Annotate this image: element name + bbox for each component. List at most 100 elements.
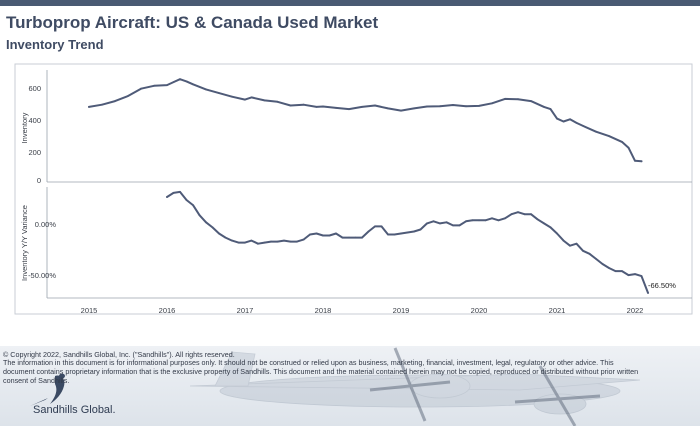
bottom-y-axis-label: Inventory Y/Y Variance	[20, 205, 29, 281]
inventory-point	[276, 100, 279, 103]
inventory-point	[335, 107, 337, 109]
yoy-variance-point	[471, 219, 474, 222]
inventory-point	[218, 92, 220, 94]
inventory-point	[452, 104, 454, 106]
inventory-point	[185, 80, 188, 83]
yoy-variance-point	[621, 270, 623, 272]
yoy-variance-point	[627, 274, 630, 276]
inventory-point	[549, 108, 552, 110]
inventory-point	[166, 84, 168, 86]
yoy-variance-point	[315, 232, 318, 235]
yoy-variance-point	[413, 230, 415, 233]
top-y-tick-label: 0	[37, 176, 41, 185]
aircraft-wing	[189, 373, 641, 391]
inventory-point	[289, 104, 292, 107]
inventory-point	[322, 105, 324, 108]
yoy-variance-point	[367, 230, 370, 233]
inventory-point	[114, 100, 116, 102]
inventory-point	[491, 102, 493, 105]
yoy-variance-point	[393, 233, 396, 236]
yoy-variance-point	[445, 221, 448, 224]
x-tick-label: 2021	[549, 306, 566, 315]
yoy-variance-point	[432, 220, 435, 223]
inventory-points	[88, 78, 643, 163]
top-y-axis-label: Inventory	[20, 112, 29, 143]
x-tick-label: 2019	[393, 306, 410, 315]
inventory-point	[413, 107, 415, 110]
inventory-chart: Inventory Inventory Y/Y Variance 0 200 4…	[14, 63, 693, 315]
yoy-variance-point	[166, 196, 168, 198]
yoy-variance-point	[647, 292, 649, 294]
yoy-variance-point	[354, 236, 357, 239]
yoy-variance-point	[530, 213, 532, 216]
inventory-point	[504, 98, 506, 100]
top-accent-bar	[0, 0, 700, 6]
yoy-variance-point	[588, 252, 591, 255]
inventory-point	[374, 104, 376, 107]
yoy-variance-point	[426, 222, 428, 225]
yoy-variance-point	[211, 226, 214, 229]
yoy-variance-point	[452, 224, 454, 227]
aircraft-illustration	[30, 347, 641, 426]
yoy-variance-point	[335, 232, 337, 235]
inventory-point	[88, 106, 90, 108]
yoy-variance-point	[549, 226, 552, 229]
yoy-variance-point	[276, 240, 279, 243]
yoy-variance-point	[614, 270, 617, 272]
yoy-variance-point	[595, 258, 597, 260]
yoy-variance-point	[198, 214, 201, 217]
inventory-point	[595, 130, 597, 133]
yoy-variance-point	[439, 222, 441, 225]
yoy-variance-point	[608, 267, 610, 269]
inventory-point	[608, 135, 610, 138]
yoy-variance-point	[380, 225, 383, 228]
yoy-variance-point	[348, 236, 350, 239]
yoy-variance-point	[601, 263, 604, 265]
inventory-point	[127, 95, 129, 97]
inventory-point	[179, 78, 181, 81]
yoy-variance-point	[296, 240, 298, 243]
inventory-point	[348, 108, 350, 110]
yoy-variance-point	[263, 241, 266, 244]
x-tick-labels: 2015 2016 2017 2018 2019 2020 2021 2022	[81, 306, 644, 315]
inventory-point	[634, 159, 636, 162]
yoy-variance-point	[478, 219, 480, 222]
propeller-blade	[538, 365, 577, 426]
yoy-variance-point	[361, 236, 363, 239]
inventory-point	[530, 100, 532, 102]
yoy-variance-point	[523, 213, 526, 216]
inventory-point	[153, 84, 155, 87]
x-tick-label: 2018	[315, 306, 332, 315]
inventory-point	[250, 96, 253, 99]
copyright-text: © Copyright 2022, Sandhills Global, Inc.…	[3, 350, 235, 359]
top-y-tick-label: 400	[28, 116, 41, 125]
inventory-point	[478, 105, 480, 107]
yoy-variance-point	[569, 244, 571, 247]
yoy-variance-point	[562, 239, 565, 242]
x-tick-label: 2016	[159, 306, 176, 315]
inventory-point	[562, 120, 565, 123]
yoy-variance-point	[491, 217, 493, 220]
yoy-variance-point	[231, 239, 233, 242]
propeller-blade	[514, 394, 601, 404]
yoy-variance-point	[179, 191, 181, 193]
propeller-blade	[369, 380, 451, 392]
inventory-point	[315, 106, 318, 108]
inventory-point	[569, 118, 571, 121]
inventory-point	[627, 146, 630, 149]
yoy-variance-point	[322, 234, 324, 237]
inventory-point	[439, 105, 441, 108]
yoy-variance-point	[400, 232, 402, 235]
chart-frame	[14, 63, 693, 315]
yoy-variance-point	[283, 239, 285, 242]
inventory-point	[302, 103, 305, 106]
yoy-variance-point	[634, 273, 636, 275]
inventory-point	[140, 87, 142, 90]
inventory-point	[640, 160, 643, 163]
inventory-point	[231, 95, 233, 98]
yoy-variance-point	[328, 234, 331, 237]
top-y-tick-label: 600	[28, 84, 41, 93]
yoy-variance-point	[510, 213, 513, 216]
yoy-variance-point	[406, 231, 409, 234]
bottom-y-tick-label: 0.00%	[35, 220, 57, 229]
